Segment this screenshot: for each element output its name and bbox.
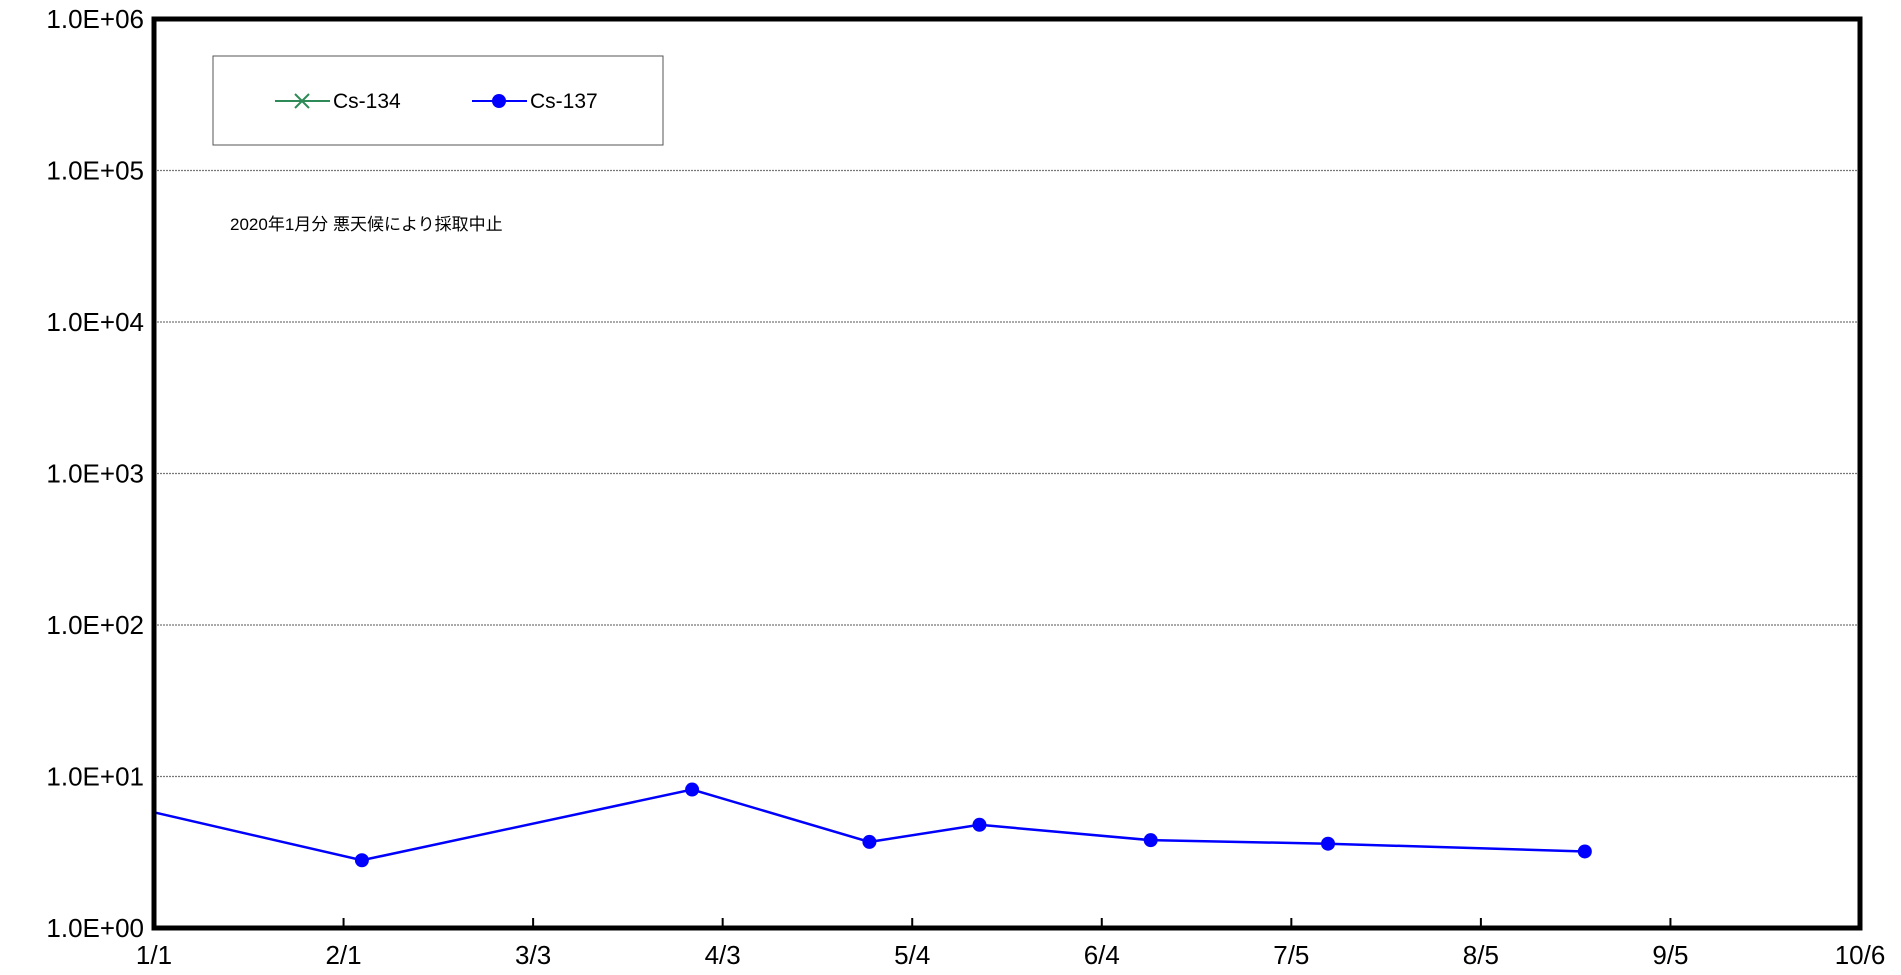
data-point — [972, 817, 987, 832]
data-point — [685, 782, 700, 797]
x-tick-label: 7/5 — [1273, 940, 1309, 970]
legend-marker-cs134 — [294, 93, 310, 109]
series-layer — [153, 782, 1592, 868]
legend-marker-cs137 — [492, 94, 506, 108]
y-tick-label: 1.0E+01 — [46, 762, 144, 792]
y-tick-label: 1.0E+04 — [46, 307, 144, 337]
x-tick-label: 5/4 — [894, 940, 930, 970]
series-line-cs-137 — [153, 788, 1585, 862]
legend-item-cs134: Cs-134 — [275, 90, 401, 113]
data-point — [354, 853, 369, 868]
x-tick-label: 3/3 — [515, 940, 551, 970]
x-tick-label: 8/5 — [1463, 940, 1499, 970]
y-axis-labels: 1.0E+00 1.0E+01 1.0E+02 1.0E+03 1.0E+04 1.0E+… — [46, 4, 144, 943]
x-axis-labels: 1/1 2/1 3/3 4/3 5/4 6/4 7/5 8/5 9/5 10/6 — [136, 940, 1885, 970]
legend-label-cs134: Cs-134 — [333, 90, 401, 113]
x-tick-label: 2/1 — [325, 940, 361, 970]
x-tick-label: 9/5 — [1652, 940, 1688, 970]
data-point — [1577, 844, 1592, 859]
plot-area-frame — [151, 16, 1863, 931]
annotation-text: 2020年1月分 悪天候により採取中止 — [230, 215, 503, 234]
y-tick-label: 1.0E+05 — [46, 156, 144, 186]
y-tick-label: 1.0E+02 — [46, 610, 144, 640]
legend-item-cs137: Cs-137 — [472, 90, 598, 113]
data-point — [1143, 833, 1158, 848]
data-point — [1321, 836, 1336, 851]
y-tick-label: 1.0E+06 — [46, 4, 144, 34]
x-tick-label: 6/4 — [1084, 940, 1120, 970]
y-tick-label: 1.0E+00 — [46, 913, 144, 943]
gridlines — [154, 169, 1860, 778]
x-tick-label: 10/6 — [1835, 940, 1886, 970]
x-tick-label: 1/1 — [136, 940, 172, 970]
legend: Cs-134 Cs-137 — [212, 55, 664, 146]
y-tick-label: 1.0E+03 — [46, 459, 144, 489]
legend-label-cs137: Cs-137 — [530, 90, 598, 113]
x-tick-label: 4/3 — [705, 940, 741, 970]
data-point — [862, 834, 877, 849]
